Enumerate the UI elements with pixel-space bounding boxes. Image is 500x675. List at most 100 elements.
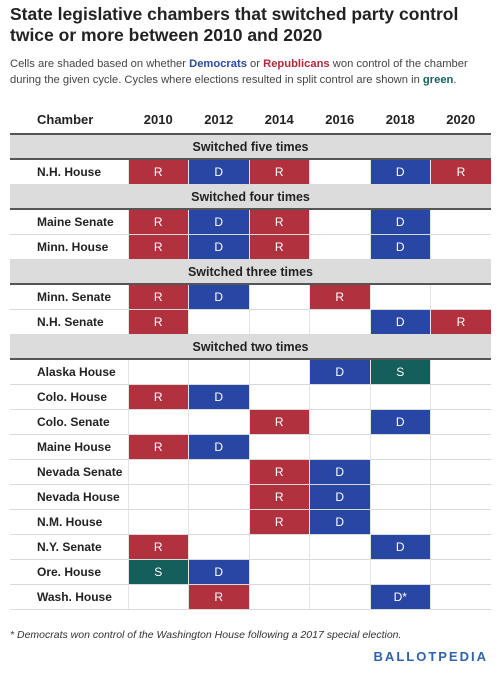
table-row: Minn. Senate R D R (10, 284, 491, 310)
column-header-2016: 2016 (309, 106, 370, 135)
control-cell-2014 (248, 584, 310, 610)
control-cell-2020 (430, 284, 491, 310)
ballotpedia-logo: BALLOTPEDIA (373, 649, 488, 664)
control-cell-2020 (430, 534, 491, 560)
group-label: Switched four times (10, 184, 491, 210)
control-cell-2020 (430, 584, 491, 610)
control-cell-2012 (188, 359, 249, 385)
chamber-name: Minn. House (10, 234, 128, 260)
control-cell-2014 (248, 384, 310, 410)
control-cell-2018 (369, 484, 431, 510)
table-row: Nevada Senate R D (10, 459, 491, 485)
subtitle-republicans: Republicans (263, 58, 330, 70)
control-cell-2020: R (430, 309, 491, 335)
control-cell-2012 (188, 309, 249, 335)
chart-title: State legislative chambers that switched… (10, 4, 459, 45)
control-cell-2012 (188, 534, 249, 560)
control-cell-2010: R (127, 159, 189, 185)
control-cell-2016: D (309, 484, 370, 510)
control-cell-2010: R (127, 284, 189, 310)
control-cell-2010: R (127, 209, 189, 235)
control-cell-2014 (248, 309, 310, 335)
table-row: Wash. House R D* (10, 584, 491, 610)
column-header-chamber: Chamber (10, 106, 128, 135)
chamber-name: Alaska House (10, 359, 128, 385)
control-cell-2012: D (188, 209, 249, 235)
group-label: Switched two times (10, 334, 491, 360)
control-cell-2020 (430, 384, 491, 410)
control-cell-2016 (309, 309, 370, 335)
control-cell-2016: D (309, 459, 370, 485)
control-cell-2012 (188, 409, 249, 435)
control-cell-2016: D (309, 359, 370, 385)
control-cell-2014: R (248, 459, 310, 485)
control-cell-2010: R (127, 434, 189, 460)
control-cell-2014 (248, 359, 310, 385)
chamber-name: N.M. House (10, 509, 128, 535)
control-cell-2020 (430, 434, 491, 460)
subtitle-green: green (422, 74, 454, 86)
control-cell-2010: R (127, 384, 189, 410)
table-row: Colo. Senate R D (10, 409, 491, 435)
control-cell-2010 (127, 484, 189, 510)
control-cell-2020: R (430, 159, 491, 185)
control-cell-2018: D (369, 309, 431, 335)
control-cell-2012 (188, 459, 249, 485)
table-row: Colo. House R D (10, 384, 491, 410)
control-cell-2014 (248, 534, 310, 560)
control-cell-2014: R (248, 234, 310, 260)
control-cell-2010 (127, 584, 189, 610)
control-cell-2010: S (127, 559, 189, 585)
table-row: Maine House R D (10, 434, 491, 460)
control-cell-2016 (309, 409, 370, 435)
chamber-name: N.H. House (10, 159, 128, 185)
control-cell-2012: R (188, 584, 249, 610)
subtitle-text-2: or (246, 58, 264, 70)
control-cell-2014 (248, 434, 310, 460)
control-cell-2020 (430, 509, 491, 535)
control-cell-2018 (369, 509, 431, 535)
column-header-2014: 2014 (249, 106, 310, 135)
table-row: Minn. House R D R D (10, 234, 491, 260)
chamber-name: Maine House (10, 434, 128, 460)
party-control-table: Chamber 2010 2012 2014 2016 2018 2020 Sw… (10, 106, 491, 610)
table-row: Nevada House R D (10, 484, 491, 510)
subtitle-text-3: won control of the chamber during the gi… (10, 58, 468, 86)
control-cell-2010: R (127, 309, 189, 335)
control-cell-2018: S (369, 359, 431, 385)
group-header-row: Switched two times (10, 334, 491, 360)
control-cell-2012: D (188, 559, 249, 585)
control-cell-2014: R (248, 159, 310, 185)
control-cell-2014: R (248, 484, 310, 510)
control-cell-2010 (127, 509, 189, 535)
control-cell-2018: D (369, 209, 431, 235)
control-cell-2016: R (309, 284, 370, 310)
control-cell-2010 (127, 409, 189, 435)
group-header-row: Switched four times (10, 184, 491, 210)
table-row: Alaska House D S (10, 359, 491, 385)
chamber-name: Ore. House (10, 559, 128, 585)
chart-subtitle: Cells are shaded based on whether Democr… (10, 56, 494, 88)
chamber-name: Nevada Senate (10, 459, 128, 485)
control-cell-2020 (430, 209, 491, 235)
control-cell-2018 (369, 459, 431, 485)
table-row: Maine Senate R D R D (10, 209, 491, 235)
subtitle-text-1: Cells are shaded based on whether (10, 58, 190, 70)
table-row: N.H. Senate R D R (10, 309, 491, 335)
control-cell-2010: R (127, 534, 189, 560)
control-cell-2020 (430, 234, 491, 260)
control-cell-2016 (309, 384, 370, 410)
table-body: Switched five times N.H. House R D R D R Switch… (10, 134, 491, 610)
control-cell-2018 (369, 434, 431, 460)
control-cell-2016 (309, 584, 370, 610)
control-cell-2018: D (369, 409, 431, 435)
chamber-name: Minn. Senate (10, 284, 128, 310)
footnote: * Democrats won control of the Washingto… (10, 629, 402, 641)
control-cell-2012: D (188, 159, 249, 185)
header-row: Chamber 2010 2012 2014 2016 2018 2020 (10, 106, 491, 135)
column-header-2020: 2020 (430, 106, 491, 135)
column-header-2010: 2010 (128, 106, 189, 135)
control-cell-2016 (309, 534, 370, 560)
control-cell-2012: D (188, 234, 249, 260)
chamber-name: Wash. House (10, 584, 128, 610)
